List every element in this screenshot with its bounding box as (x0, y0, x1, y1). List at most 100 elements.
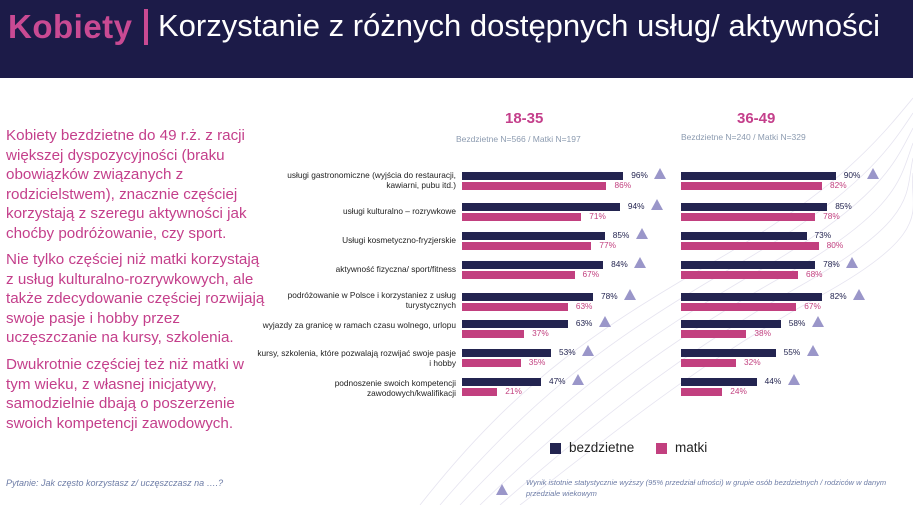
significance-triangle-icon (846, 257, 859, 268)
legend-swatch-matki (656, 443, 667, 454)
significance-triangle-icon (654, 168, 667, 179)
data-label-matki: 35% (528, 357, 546, 367)
page-title: Korzystanie z różnych dostępnych usług/ … (158, 8, 880, 43)
data-label-bezdzietne: 73% (814, 230, 832, 240)
title-separator (144, 9, 148, 45)
panel-subtitle: Bezdzietne N=240 / Matki N=329 (681, 132, 806, 142)
bar-bezdzietne (681, 261, 816, 269)
significance-triangle-icon (582, 345, 595, 356)
survey-question: Pytanie: Jak często korzystasz z/ uczęsz… (6, 478, 224, 488)
category-label: usługi gastronomiczne (wyjścia do restau… (287, 170, 456, 190)
data-label-matki: 32% (744, 357, 761, 367)
significance-triangle-icon (866, 168, 879, 179)
data-label-bezdzietne: 58% (788, 318, 806, 328)
data-label-bezdzietne: 85% (612, 230, 630, 240)
category-label: kursy, szkolenia, które pozwalają rozwij… (257, 348, 456, 368)
bar-bezdzietne (681, 232, 807, 240)
data-label-matki: 71% (589, 211, 606, 221)
significance-triangle-icon (598, 316, 611, 327)
description-paragraph-3: Dwukrotnie częściej też niż matki w tym … (6, 356, 245, 432)
bar-matki (681, 271, 798, 279)
data-label-bezdzietne: 55% (783, 347, 801, 357)
data-label-bezdzietne: 85% (835, 201, 852, 211)
panel-title: 18-35 (505, 110, 544, 127)
significance-triangle-icon (634, 257, 647, 268)
bar-matki (681, 213, 816, 221)
significance-triangle-icon (811, 316, 824, 327)
bar-bezdzietne (681, 293, 823, 301)
bar-matki (681, 303, 797, 311)
bar-bezdzietne (462, 320, 568, 328)
category-label: podnoszenie swoich kompetencji zawodowyc… (334, 378, 456, 398)
category-label: podróżowanie w Polsce i korzystaniez z u… (287, 290, 456, 310)
data-label-matki: 67% (804, 301, 821, 311)
significance-triangle-icon (624, 289, 637, 300)
data-label-matki: 21% (505, 386, 522, 396)
bar-bezdzietne (462, 349, 552, 357)
bar-bezdzietne (462, 293, 594, 301)
data-label-bezdzietne: 53% (559, 347, 576, 357)
bar-matki (681, 182, 823, 190)
data-label-bezdzietne: 44% (764, 376, 782, 386)
description-paragraph-1: Kobiety bezdzietne do 49 r.ż. z racji wi… (6, 127, 247, 242)
data-label-bezdzietne: 63% (575, 318, 593, 328)
bar-matki (462, 242, 592, 250)
bar-bezdzietne (462, 378, 541, 386)
significance-triangle-icon (635, 228, 648, 239)
significance-triangle-icon (650, 199, 663, 210)
legend-label-bezdzietne: bezdzietne (569, 440, 635, 455)
bar-bezdzietne (462, 261, 604, 269)
data-label-matki: 82% (830, 180, 847, 190)
bar-bezdzietne (462, 203, 620, 211)
data-label-matki: 86% (614, 180, 632, 190)
data-label-bezdzietne: 47% (548, 376, 566, 386)
data-label-bezdzietne: 78% (601, 291, 618, 301)
data-label-bezdzietne: 84% (611, 259, 628, 269)
bar-matki (681, 330, 747, 338)
data-label-matki: 38% (754, 328, 771, 338)
data-label-matki: 67% (582, 269, 600, 279)
panel-title: 36-49 (737, 110, 776, 127)
category-label: wyjazdy za granicę w ramach czasu wolneg… (262, 320, 456, 330)
data-label-bezdzietne: 90% (843, 170, 861, 180)
bar-matki (462, 213, 582, 221)
data-label-bezdzietne: 78% (823, 259, 840, 269)
data-label-bezdzietne: 94% (627, 201, 645, 211)
bar-bezdzietne (462, 172, 624, 180)
data-label-matki: 80% (826, 240, 844, 250)
bar-matki (462, 359, 521, 367)
significance-legend-triangle-icon (496, 484, 508, 495)
bar-matki (462, 388, 498, 396)
bar-matki (462, 303, 568, 311)
description-paragraph-2: Nie tylko częściej niż matki korzystają … (6, 251, 265, 346)
significance-triangle-icon (571, 374, 584, 385)
significance-triangle-icon (787, 374, 800, 385)
significance-triangle-icon (853, 289, 866, 300)
category-label: usługi kulturalno – rozrywkowe (343, 206, 456, 216)
bar-matki (462, 271, 575, 279)
legend-label-matki: matki (675, 440, 708, 455)
legend-swatch-bezdzietne (550, 443, 561, 454)
bar-matki (462, 182, 607, 190)
significance-note: Wynik istotnie statystycznie wyższy (95%… (526, 478, 887, 498)
bar-matki (681, 242, 819, 250)
data-label-matki: 78% (823, 211, 840, 221)
significance-triangle-icon (806, 345, 819, 356)
data-label-matki: 77% (599, 240, 616, 250)
bar-matki (681, 359, 737, 367)
brand-label: Kobiety (8, 8, 133, 45)
data-label-matki: 37% (532, 328, 549, 338)
category-label: Usługi kosmetyczno-fryzjerskie (342, 235, 456, 245)
bar-bezdzietne (681, 349, 776, 357)
data-label-bezdzietne: 96% (631, 170, 648, 180)
data-label-matki: 24% (730, 386, 747, 396)
data-label-matki: 63% (575, 301, 593, 311)
bar-bezdzietne (681, 172, 836, 180)
bar-bezdzietne (681, 378, 757, 386)
bar-matki (681, 388, 723, 396)
bar-bezdzietne (681, 203, 828, 211)
panel-subtitle: Bezdzietne N=566 / Matki N=197 (456, 134, 581, 144)
bar-matki (462, 330, 525, 338)
header-bar: Kobiety Korzystanie z różnych dostępnych… (0, 0, 913, 78)
bar-bezdzietne (681, 320, 781, 328)
